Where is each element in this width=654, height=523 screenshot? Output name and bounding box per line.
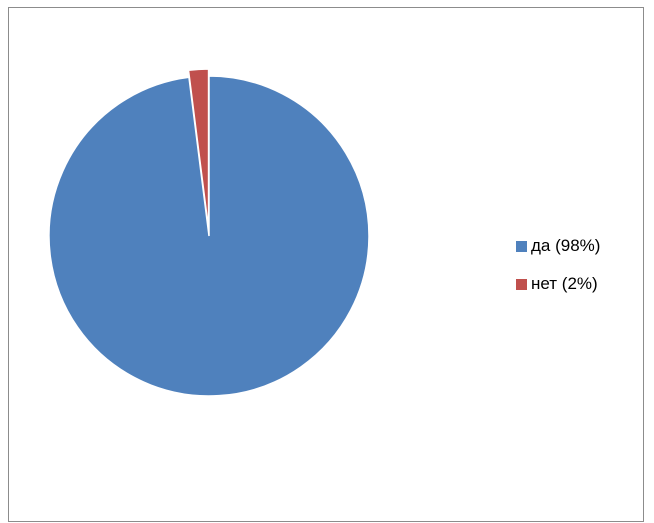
legend-swatch-da	[516, 240, 527, 252]
legend-label-da: да (98%)	[531, 236, 601, 255]
pie-slice-0	[48, 75, 370, 397]
legend-label-net: нет (2%)	[531, 274, 598, 293]
legend-item-net: нет (2%)	[516, 271, 600, 297]
legend-swatch-net	[516, 278, 527, 290]
pie-slice-1	[187, 68, 210, 230]
legend: да (98%) нет (2%)	[516, 233, 600, 309]
legend-item-da: да (98%)	[516, 233, 600, 259]
